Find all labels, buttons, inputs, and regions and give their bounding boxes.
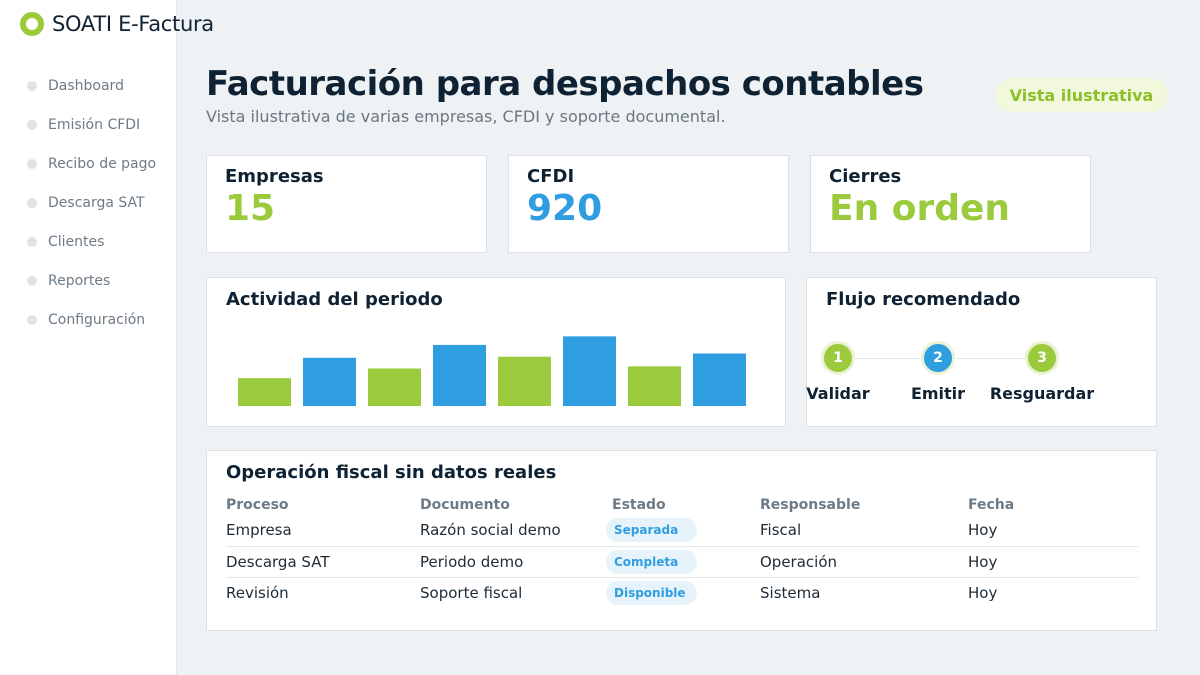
activity-bar-5 [498, 356, 551, 406]
step-label: Emitir [910, 384, 966, 403]
cell-estado: Completa [606, 545, 760, 577]
sidebar-item-emision-cfdi[interactable]: Emisión CFDI [27, 105, 156, 144]
cell-estado: Disponible [606, 576, 760, 608]
activity-bar-6 [563, 336, 616, 406]
cell-documento: Razón social demo [420, 521, 561, 540]
cell-documento: Soporte fiscal [420, 576, 612, 608]
stat-card-cierres: Cierres En orden [810, 155, 1091, 253]
dot-icon [27, 236, 37, 247]
stat-value: 920 [527, 188, 603, 229]
cell-proceso: Descarga SAT [226, 545, 420, 577]
operations-card: Operación fiscal sin datos reales Proces… [206, 450, 1157, 631]
activity-bar-2 [303, 357, 356, 406]
sidebar-item-label: Descarga SAT [48, 194, 145, 211]
cell-fecha: Hoy [968, 545, 1138, 577]
dot-icon [27, 119, 37, 130]
page-title: Facturación para despachos contables [206, 64, 924, 104]
cell-fecha: Hoy [968, 576, 1138, 608]
sidebar-nav: Dashboard Emisión CFDI Recibo de pago De… [27, 66, 156, 339]
logo-ring-icon [20, 12, 44, 36]
sidebar-item-clientes[interactable]: Clientes [27, 222, 156, 261]
table-header-row: Proceso Documento Estado Responsable Fec… [226, 495, 1138, 515]
status-badge: Separada [606, 518, 697, 543]
activity-bar-4 [433, 344, 486, 406]
page-subtitle: Vista ilustrativa de varias empresas, CF… [206, 107, 726, 126]
sidebar-item-reportes[interactable]: Reportes [27, 261, 156, 300]
preview-badge: Vista ilustrativa [995, 78, 1168, 112]
dot-icon [27, 80, 37, 91]
column-header-fecha: Fecha [968, 497, 1015, 513]
dot-icon [27, 314, 37, 325]
cell-fecha: Hoy [968, 521, 998, 540]
table-row[interactable]: Descarga SAT Periodo demo Completa Opera… [226, 545, 1138, 577]
sidebar-item-descarga-sat[interactable]: Descarga SAT [27, 183, 156, 222]
sidebar-item-dashboard[interactable]: Dashboard [27, 66, 156, 105]
sidebar-item-configuracion[interactable]: Configuración [27, 300, 156, 339]
activity-bar-chart [238, 336, 746, 406]
column-header-estado: Estado [612, 497, 666, 513]
stat-value: 15 [225, 188, 276, 229]
stat-value: En orden [829, 188, 1011, 229]
flow-card: Flujo recomendado 1 Validar 2 Emitir 3 R… [806, 277, 1157, 427]
step-number: 2 [921, 341, 955, 375]
status-badge: Disponible [606, 580, 697, 605]
table-row[interactable]: Revisión Soporte fiscal Disponible Siste… [226, 576, 1138, 608]
step-connector [853, 358, 939, 359]
flow-step-emitir: 2 Emitir [878, 341, 998, 403]
sidebar-item-label: Reportes [48, 272, 111, 289]
sidebar-item-label: Dashboard [48, 77, 124, 94]
step-label: Resguardar [989, 384, 1095, 403]
sidebar-item-label: Emisión CFDI [48, 116, 141, 133]
sidebar-item-recibo-de-pago[interactable]: Recibo de pago [27, 144, 156, 183]
activity-title: Actividad del periodo [226, 289, 443, 310]
cell-estado: Separada [606, 515, 760, 546]
stat-card-empresas: Empresas 15 [206, 155, 487, 253]
sidebar: SOATI E-Factura Dashboard Emisión CFDI R… [0, 0, 214, 675]
brand[interactable]: SOATI E-Factura [20, 12, 214, 36]
cell-documento: Periodo demo [420, 545, 612, 577]
flow-title: Flujo recomendado [826, 289, 1021, 310]
operations-table: Proceso Documento Estado Responsable Fec… [226, 495, 1138, 608]
activity-bar-1 [238, 378, 291, 406]
column-header-documento: Documento [420, 497, 510, 513]
activity-bar-7 [628, 366, 681, 406]
activity-bar-8 [693, 353, 746, 406]
table-row[interactable]: Empresa Razón social demo Separada Fisca… [226, 515, 1138, 546]
sidebar-item-label: Clientes [48, 233, 105, 250]
app-name: SOATI E-Factura [52, 12, 214, 36]
status-badge: Completa [606, 549, 697, 574]
cell-proceso: Revisión [226, 576, 420, 608]
column-header-responsable: Responsable [760, 497, 861, 513]
stat-card-cfdi: CFDI 920 [508, 155, 789, 253]
stat-label: Empresas [225, 166, 324, 187]
activity-bar-3 [368, 368, 421, 406]
flow-step-validar: 1 Validar [778, 341, 898, 403]
dot-icon [27, 275, 37, 286]
step-connector [957, 358, 1043, 359]
dot-icon [27, 197, 37, 208]
step-label: Validar [806, 384, 870, 403]
operations-title: Operación fiscal sin datos reales [226, 462, 557, 483]
column-header-proceso: Proceso [226, 497, 289, 513]
sidebar-item-label: Recibo de pago [48, 155, 157, 172]
activity-card: Actividad del periodo [206, 277, 786, 427]
step-number: 3 [1025, 341, 1059, 375]
dot-icon [27, 158, 37, 169]
cell-proceso: Empresa [226, 521, 292, 540]
stat-label: CFDI [527, 166, 575, 187]
stat-label: Cierres [829, 166, 902, 187]
cell-responsable: Fiscal [760, 521, 802, 540]
step-number: 1 [821, 341, 855, 375]
sidebar-item-label: Configuración [48, 311, 146, 328]
cell-responsable: Operación [760, 545, 968, 577]
cell-responsable: Sistema [760, 576, 968, 608]
flow-step-resguardar: 3 Resguardar [982, 341, 1102, 403]
